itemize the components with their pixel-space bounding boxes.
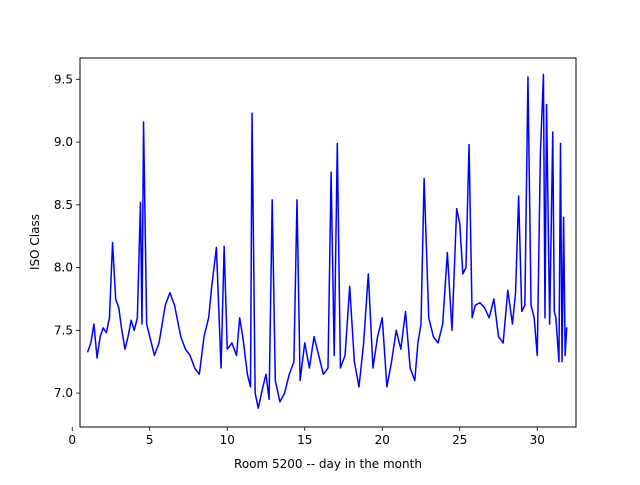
y-axis: 7.0 7.5 8.0 8.5 9.0 9.5	[54, 72, 80, 400]
x-tick-label: 30	[530, 433, 545, 447]
x-tick-label: 15	[297, 433, 312, 447]
x-tick-label: 25	[452, 433, 467, 447]
x-tick-label: 20	[375, 433, 390, 447]
y-tick-label: 7.0	[54, 386, 73, 400]
plot-area	[87, 73, 568, 409]
x-tick-label: 0	[68, 433, 76, 447]
x-tick-label: 10	[220, 433, 235, 447]
y-tick-label: 7.5	[54, 323, 73, 337]
x-tick-label: 5	[146, 433, 154, 447]
y-axis-label: ISO Class	[28, 214, 42, 270]
x-axis: 0 5 10 15 20 25 30	[68, 427, 545, 447]
y-tick-label: 9.0	[54, 135, 73, 149]
axes-frame	[79, 57, 577, 428]
x-axis-label: Room 5200 -- day in the month	[234, 457, 422, 471]
y-tick-label: 9.5	[54, 72, 73, 86]
y-tick-label: 8.0	[54, 261, 73, 275]
series-line-0	[87, 73, 568, 409]
y-tick-label: 8.5	[54, 198, 73, 212]
